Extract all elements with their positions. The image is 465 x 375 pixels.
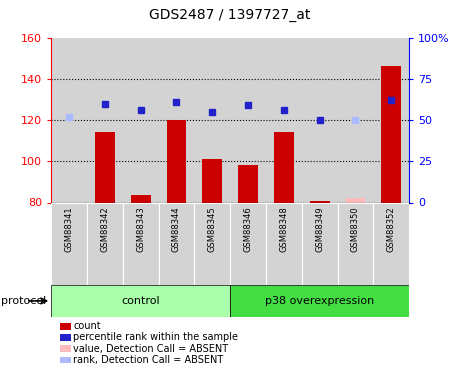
Bar: [51, 38, 87, 203]
Text: value, Detection Call = ABSENT: value, Detection Call = ABSENT: [73, 344, 229, 354]
Bar: [230, 38, 266, 203]
Bar: [159, 202, 194, 285]
Bar: [302, 38, 338, 203]
Bar: [345, 198, 365, 202]
Text: GSM88352: GSM88352: [387, 207, 396, 252]
Bar: [87, 38, 123, 203]
Bar: [123, 202, 159, 285]
Bar: [194, 38, 230, 203]
Text: GSM88348: GSM88348: [279, 207, 288, 252]
Bar: [266, 202, 302, 285]
Bar: [310, 201, 330, 202]
Text: rank, Detection Call = ABSENT: rank, Detection Call = ABSENT: [73, 355, 224, 365]
Bar: [373, 38, 409, 203]
Text: GDS2487 / 1397727_at: GDS2487 / 1397727_at: [149, 9, 311, 22]
Bar: [373, 202, 409, 285]
Bar: [274, 132, 294, 202]
Bar: [238, 165, 258, 202]
Bar: [51, 285, 230, 317]
Bar: [202, 159, 222, 203]
Bar: [230, 202, 266, 285]
Text: control: control: [121, 296, 160, 306]
Text: p38 overexpression: p38 overexpression: [265, 296, 374, 306]
Bar: [159, 38, 194, 203]
Bar: [131, 195, 151, 202]
Text: GSM88343: GSM88343: [136, 207, 145, 252]
Text: count: count: [73, 321, 101, 331]
Bar: [338, 38, 373, 203]
Bar: [95, 132, 115, 202]
Bar: [87, 202, 123, 285]
Text: GSM88345: GSM88345: [208, 207, 217, 252]
Text: GSM88350: GSM88350: [351, 207, 360, 252]
Text: GSM88342: GSM88342: [100, 207, 109, 252]
Text: percentile rank within the sample: percentile rank within the sample: [73, 333, 239, 342]
Bar: [230, 285, 409, 317]
Bar: [266, 38, 302, 203]
Text: GSM88346: GSM88346: [244, 207, 252, 252]
Text: protocol: protocol: [1, 296, 47, 306]
Bar: [194, 202, 230, 285]
Bar: [381, 66, 401, 203]
Bar: [123, 38, 159, 203]
Bar: [302, 202, 338, 285]
Bar: [338, 202, 373, 285]
Bar: [166, 120, 186, 202]
Text: GSM88344: GSM88344: [172, 207, 181, 252]
Bar: [51, 202, 87, 285]
Text: GSM88341: GSM88341: [65, 207, 73, 252]
Text: GSM88349: GSM88349: [315, 207, 324, 252]
